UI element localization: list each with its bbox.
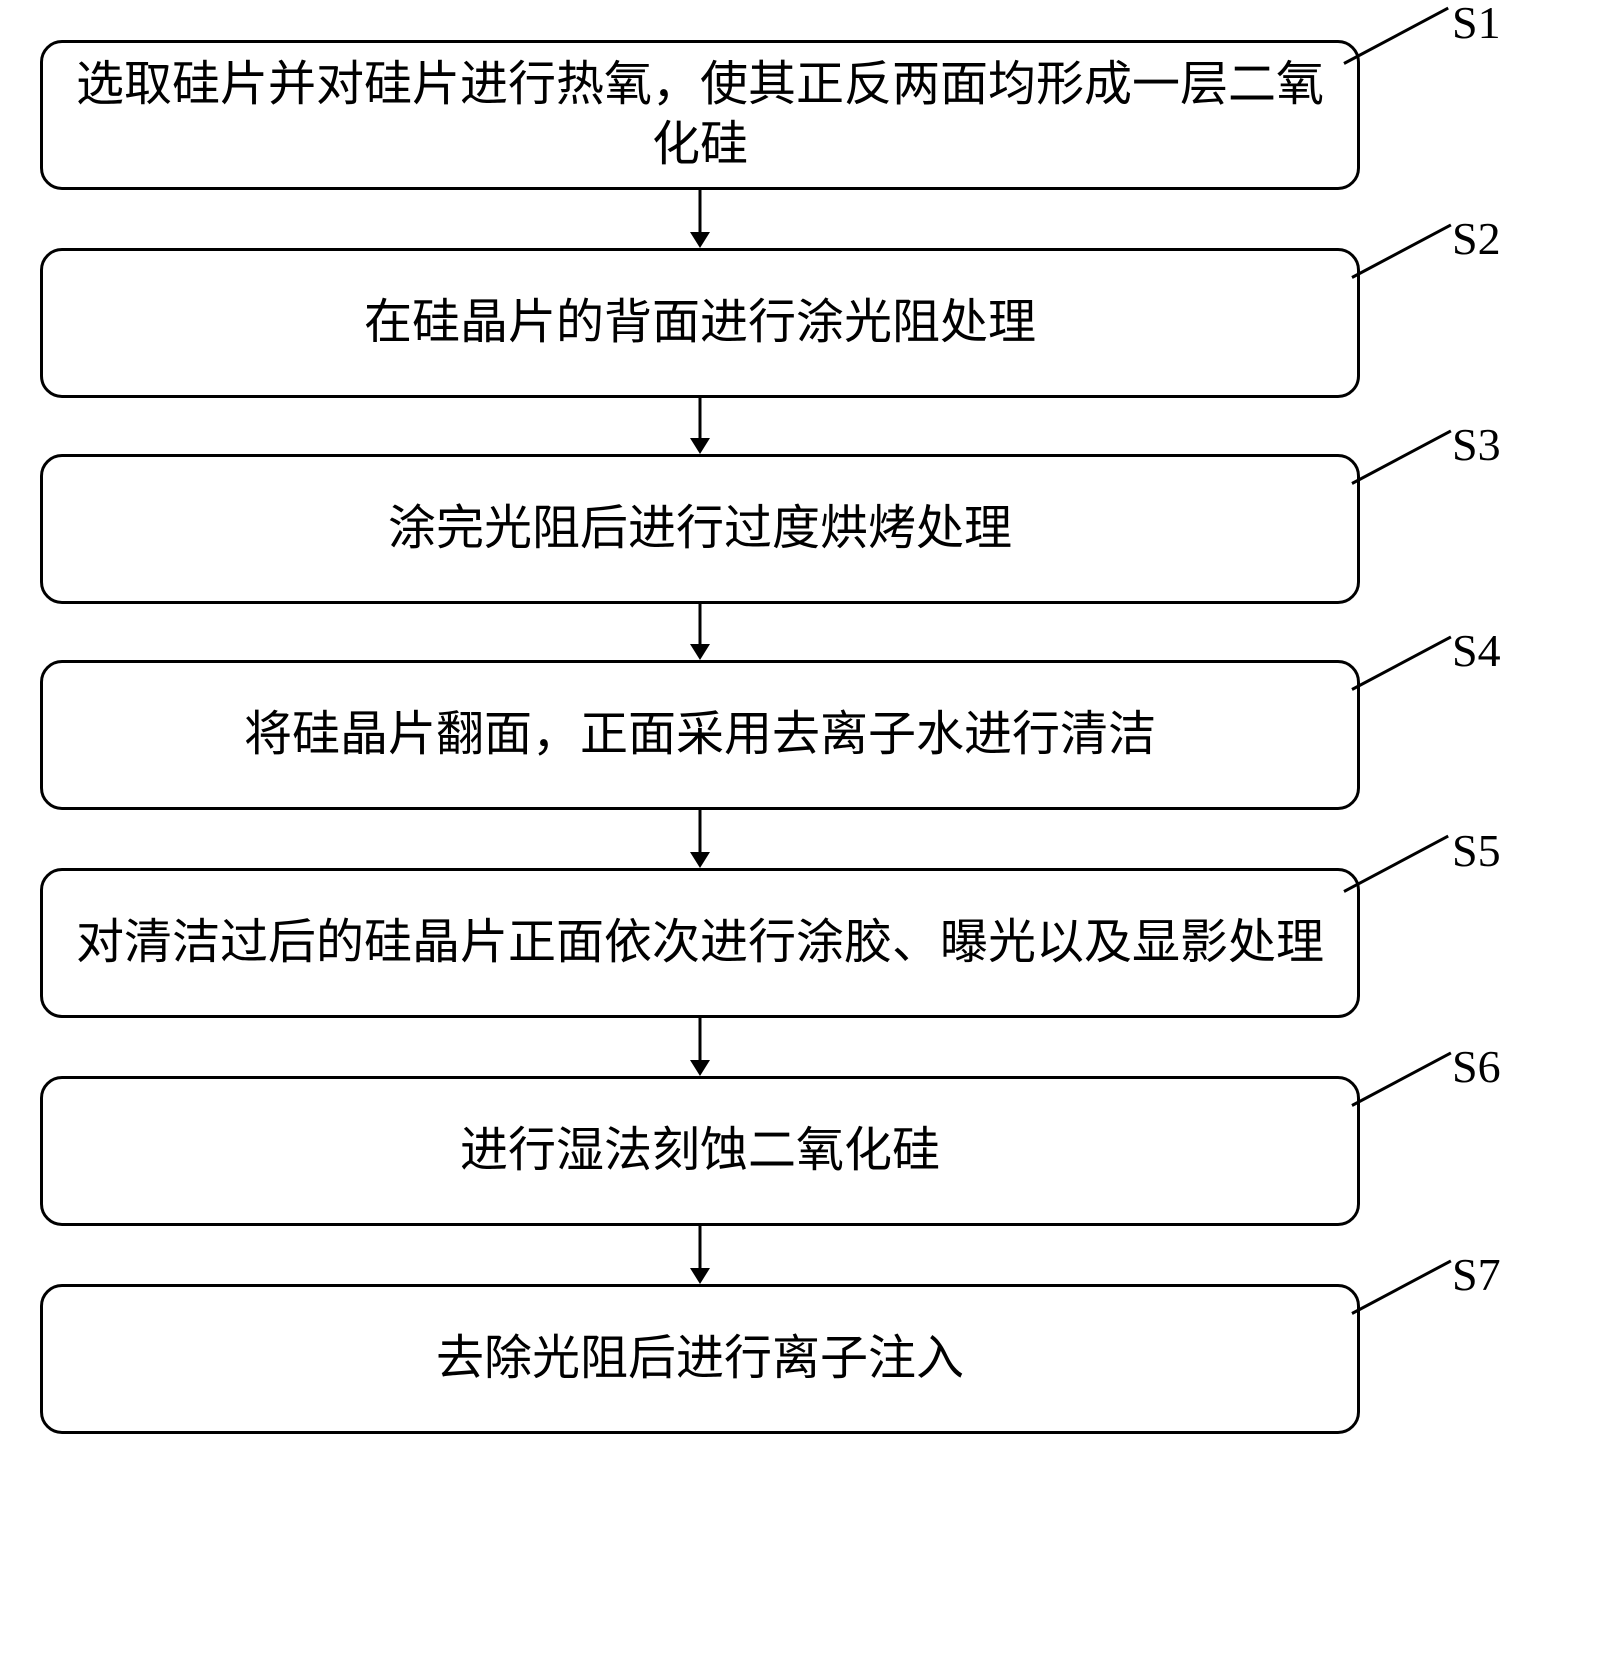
step-label-S1: S1	[1452, 0, 1501, 49]
process-flowchart: 选取硅片并对硅片进行热氧，使其正反两面均形成一层二氧化硅S1 在硅晶片的背面进行涂…	[40, 40, 1540, 1434]
step-box-S6: 进行湿法刻蚀二氧化硅	[40, 1076, 1360, 1226]
callout-line	[1351, 224, 1451, 279]
step-label-S2: S2	[1452, 212, 1501, 265]
step-text: 去除光阻后进行离子注入	[436, 1329, 964, 1389]
step-row-S2: 在硅晶片的背面进行涂光阻处理 S2	[40, 248, 1540, 398]
step-label-wrap-S4: S4	[1360, 660, 1540, 810]
step-row-S5: 对清洁过后的硅晶片正面依次进行涂胶、曝光以及显影处理 S5	[40, 868, 1540, 1018]
step-row-S3: 涂完光阻后进行过度烘烤处理 S3	[40, 454, 1540, 604]
step-label-wrap-S1: S1	[1360, 40, 1540, 190]
arrow-S2-to-S3	[40, 398, 1360, 454]
step-box-S1: 选取硅片并对硅片进行热氧，使其正反两面均形成一层二氧化硅	[40, 40, 1360, 190]
arrow-S1-to-S2	[40, 190, 1360, 248]
step-box-S3: 涂完光阻后进行过度烘烤处理	[40, 454, 1360, 604]
step-label-S7: S7	[1452, 1248, 1501, 1301]
step-row-S7: 去除光阻后进行离子注入 S7	[40, 1284, 1540, 1434]
step-row-S1: 选取硅片并对硅片进行热氧，使其正反两面均形成一层二氧化硅S1	[40, 40, 1540, 190]
step-label-wrap-S2: S2	[1360, 248, 1540, 398]
callout-line	[1351, 430, 1451, 485]
step-label-S3: S3	[1452, 418, 1501, 471]
step-row-S6: 进行湿法刻蚀二氧化硅 S6	[40, 1076, 1540, 1226]
step-text: 涂完光阻后进行过度烘烤处理	[388, 499, 1012, 559]
arrow-S4-to-S5	[40, 810, 1360, 868]
callout-line	[1351, 1052, 1451, 1107]
callout-line	[1343, 7, 1449, 65]
step-label-S4: S4	[1452, 624, 1501, 677]
arrow-S5-to-S6	[40, 1018, 1360, 1076]
step-label-wrap-S7: S7	[1360, 1284, 1540, 1434]
step-text: 在硅晶片的背面进行涂光阻处理	[364, 293, 1036, 353]
step-row-S4: 将硅晶片翻面，正面采用去离子水进行清洁 S4	[40, 660, 1540, 810]
step-box-S5: 对清洁过后的硅晶片正面依次进行涂胶、曝光以及显影处理	[40, 868, 1360, 1018]
step-label-S5: S5	[1452, 824, 1501, 877]
step-box-S2: 在硅晶片的背面进行涂光阻处理	[40, 248, 1360, 398]
step-box-S4: 将硅晶片翻面，正面采用去离子水进行清洁	[40, 660, 1360, 810]
step-text: 选取硅片并对硅片进行热氧，使其正反两面均形成一层二氧化硅	[63, 55, 1337, 175]
step-label-S6: S6	[1452, 1040, 1501, 1093]
arrow-S3-to-S4	[40, 604, 1360, 660]
step-box-S7: 去除光阻后进行离子注入	[40, 1284, 1360, 1434]
arrow-S6-to-S7	[40, 1226, 1360, 1284]
step-text: 对清洁过后的硅晶片正面依次进行涂胶、曝光以及显影处理	[76, 913, 1324, 973]
step-label-wrap-S3: S3	[1360, 454, 1540, 604]
callout-line	[1351, 1260, 1451, 1315]
callout-line	[1351, 636, 1451, 691]
step-label-wrap-S5: S5	[1360, 868, 1540, 1018]
step-text: 将硅晶片翻面，正面采用去离子水进行清洁	[244, 705, 1156, 765]
step-label-wrap-S6: S6	[1360, 1076, 1540, 1226]
step-text: 进行湿法刻蚀二氧化硅	[460, 1121, 940, 1181]
